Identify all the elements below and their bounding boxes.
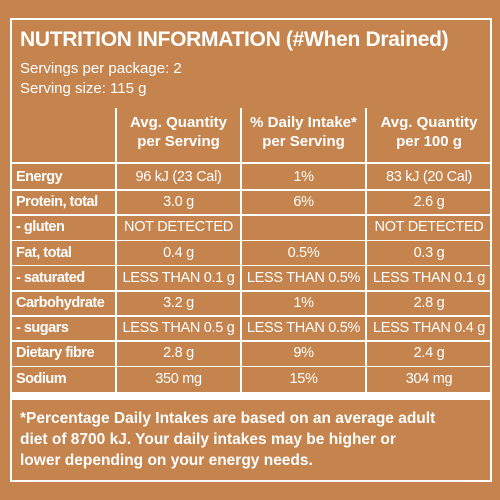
cell-value: NOT DETECTED	[124, 219, 233, 236]
cell-value: LESS THAN 0.5 g	[122, 320, 235, 337]
cell-value: 2.8 g	[163, 345, 194, 362]
cell-value: 2.8 g	[413, 295, 445, 311]
cell-value: 0.4 g	[163, 244, 194, 261]
cell-value: 96 kJ (23 Cal)	[135, 169, 222, 185]
row-divider	[10, 214, 492, 216]
cell-value: LESS THAN 0.4 g	[372, 320, 486, 337]
footnote: *Percentage Daily Intakes are based on a…	[20, 408, 435, 471]
column-divider	[365, 108, 367, 392]
outer-border	[10, 18, 492, 482]
cell-value: 350 mg	[155, 370, 202, 387]
cell-value: NOT DETECTED	[374, 219, 484, 236]
cell-value: 83 kJ (20 Cal)	[385, 169, 473, 185]
cell-value: 9%	[293, 345, 314, 362]
column-divider	[240, 108, 242, 392]
column-header: % Daily Intake*	[250, 114, 357, 131]
divider	[10, 392, 492, 400]
row-label: Carbohydrate	[16, 295, 105, 311]
footnote-line: diet of 8700 kJ. Your daily intakes may …	[20, 431, 396, 448]
column-header: Avg. Quantity	[130, 114, 227, 131]
cell-value: LESS THAN 0.5%	[246, 269, 361, 286]
row-label: - sugars	[16, 320, 69, 337]
footnote-line: lower depending on your energy needs.	[20, 452, 313, 469]
cell-value: 1%	[293, 295, 314, 311]
row-label: Dietary fibre	[16, 345, 95, 362]
cell-value: 6%	[293, 194, 314, 211]
column-divider	[115, 108, 117, 392]
cell-value: 0.5%	[287, 244, 320, 261]
cell-value: 0.3 g	[413, 244, 445, 261]
column-header: per Serving	[262, 133, 345, 150]
divider	[10, 162, 492, 164]
cell-value: 304 mg	[405, 370, 453, 387]
cell-value: 3.0 g	[163, 194, 194, 211]
servings-per-package: Servings per package: 2	[20, 60, 182, 77]
row-divider	[10, 264, 492, 267]
cell-value: 2.6 g	[413, 194, 445, 211]
cell-value: 1%	[293, 169, 314, 185]
row-divider	[10, 315, 492, 317]
row-label: Fat, total	[16, 244, 72, 261]
column-header: per 100 g	[396, 133, 462, 150]
column-header: per Serving	[137, 133, 220, 150]
row-label: - saturated	[16, 269, 85, 286]
cell-value: LESS THAN 0.1 g	[122, 269, 235, 286]
row-label: Sodium	[16, 370, 67, 387]
serving-size: Serving size: 115 g	[20, 80, 147, 97]
cell-value: 2.4 g	[413, 345, 445, 362]
title: NUTRITION INFORMATION (#When Drained)	[20, 28, 449, 51]
cell-value: 15%	[289, 370, 318, 387]
cell-value: 3.2 g	[163, 295, 194, 311]
row-divider	[10, 290, 492, 292]
row-divider	[10, 365, 492, 368]
cell-value: LESS THAN 0.5%	[246, 320, 361, 337]
row-divider	[10, 340, 492, 342]
row-divider	[10, 239, 492, 242]
row-label: - gluten	[16, 219, 65, 236]
row-label: Protein, total	[16, 194, 98, 211]
footnote-line: *Percentage Daily Intakes are based on a…	[20, 410, 436, 427]
cell-value: LESS THAN 0.1 g	[372, 269, 486, 286]
row-divider	[10, 189, 492, 191]
column-header: Avg. Quantity	[380, 114, 478, 131]
row-label: Energy	[16, 169, 63, 185]
